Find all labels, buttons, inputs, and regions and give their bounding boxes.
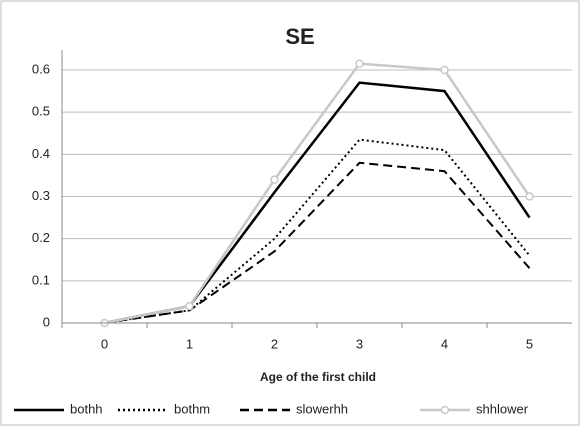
x-tick-label: 1 [186,336,193,351]
y-tick-label: 0.6 [32,61,50,76]
y-tick-label: 0.1 [32,272,50,287]
legend-label: bothm [174,401,210,416]
x-tick-label: 4 [441,336,448,351]
legend-marker [440,405,450,415]
series-line [104,161,531,324]
x-tick-label: 5 [526,336,533,351]
series-marker [525,192,534,201]
series-marker [270,175,279,184]
y-tick-label: 0.4 [32,146,50,161]
series-marker [440,65,449,75]
legend-label: bothh [70,401,103,416]
legend-label: shhlower [476,401,529,416]
series-line [104,62,531,325]
y-tick-label: 0 [43,314,50,329]
legend-label: slowerhh [296,401,348,416]
series-marker [355,59,364,68]
y-tick-label: 0.5 [32,104,50,119]
series-marker [185,301,194,311]
y-tick-label: 0.3 [32,188,50,203]
x-tick-label: 3 [356,336,363,351]
x-tick-label: 2 [271,336,278,351]
y-tick-label: 0.2 [32,230,50,245]
chart-title: SE [285,24,314,49]
x-axis-title: Age of the first child [260,370,376,384]
x-tick-label: 0 [101,336,108,351]
